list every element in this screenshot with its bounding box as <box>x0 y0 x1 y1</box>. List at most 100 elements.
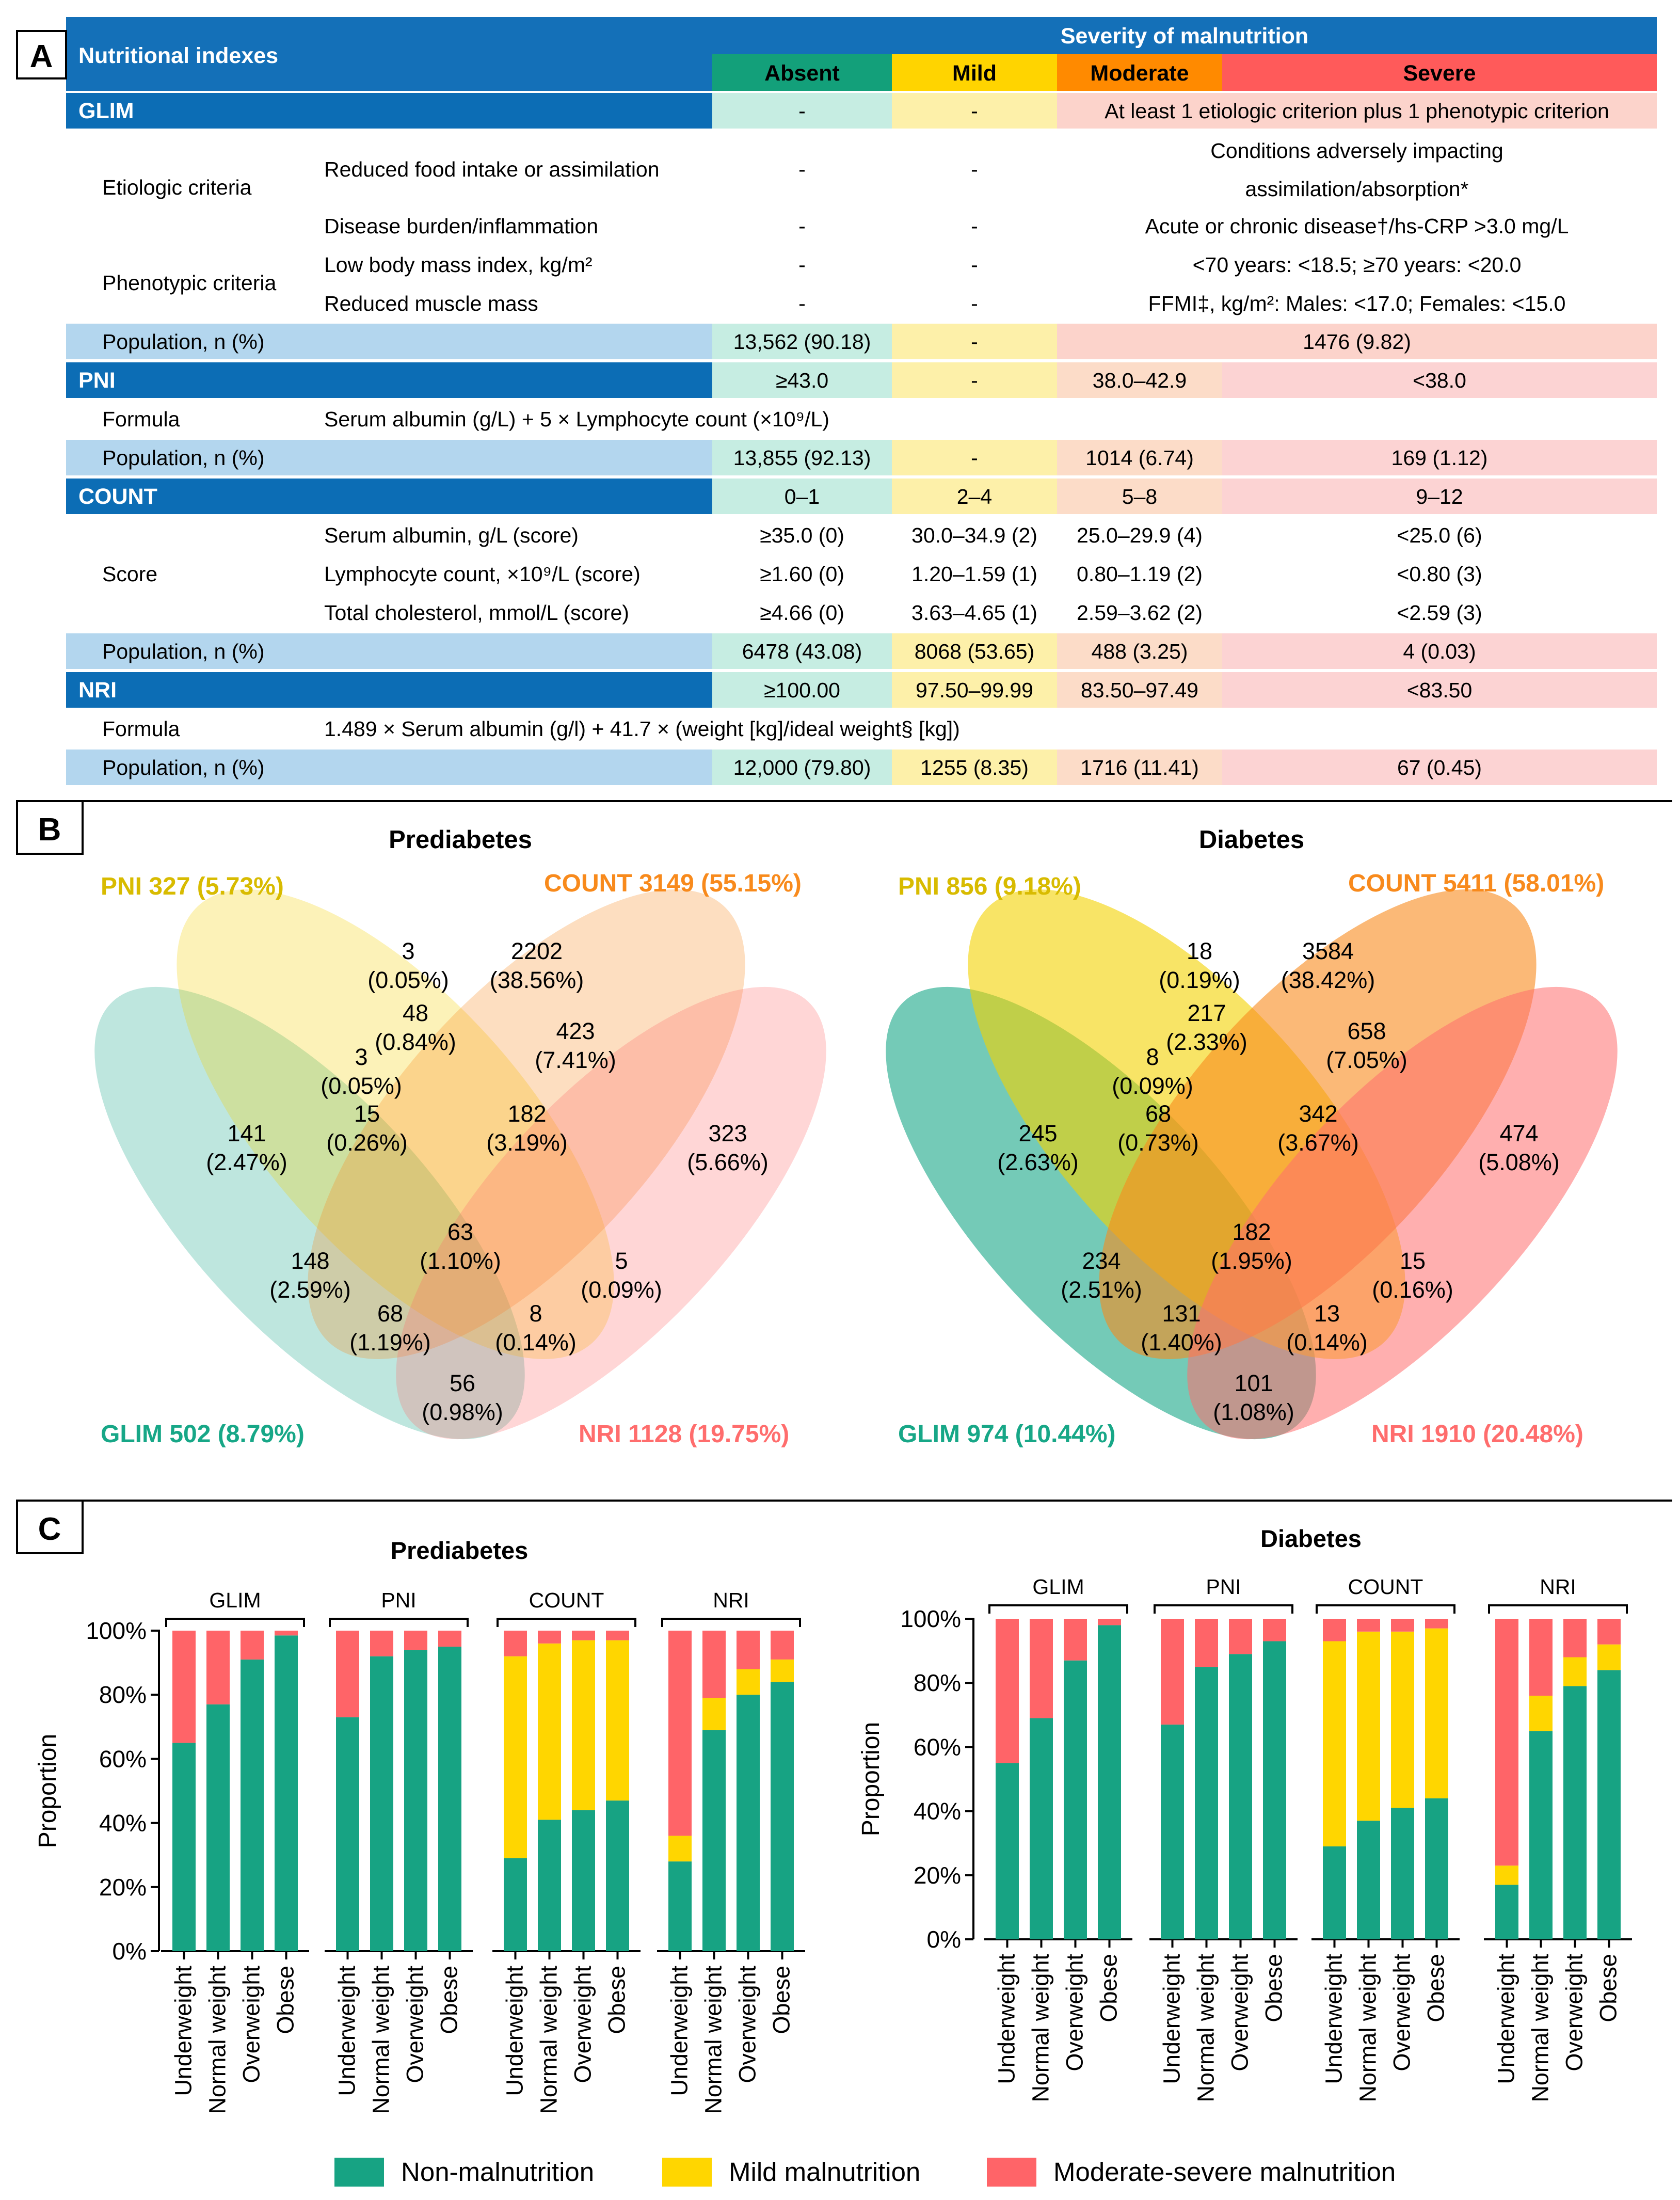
glim-reduced-food-modsev-1: Conditions adversely impacting <box>1210 139 1503 163</box>
x-tick-label: Underweight <box>994 1954 1020 2084</box>
venn-region-label: 101 (1.08%) <box>1213 1370 1294 1425</box>
venn-region-label: 48 (0.84%) <box>375 1000 456 1055</box>
bar-segment <box>668 1631 692 1836</box>
group-label: PNI <box>1206 1575 1241 1599</box>
bar-segment <box>1529 1731 1553 1939</box>
x-tick-label: Obese <box>769 1966 795 2034</box>
bar-segment <box>737 1669 760 1695</box>
pni-pop-severe: 169 (1.12) <box>1391 446 1488 470</box>
group-bracket <box>988 1604 1128 1614</box>
pni-moderate: 38.0–42.9 <box>1093 369 1187 392</box>
count-absent: 0–1 <box>785 485 820 508</box>
count-mild-cell <box>892 479 1057 514</box>
legend-label-non: Non-malnutrition <box>401 2157 594 2187</box>
venn-region-label: 423 (7.41%) <box>535 1018 616 1073</box>
venn-diabetes-glim-label: GLIM 974 (10.44%) <box>898 1421 1116 1448</box>
header-mild: Mild <box>952 61 997 86</box>
bar-segment <box>1357 1619 1380 1632</box>
y-tick-label: 60% <box>914 1733 961 1760</box>
bar-segment <box>996 1619 1019 1763</box>
venn-prediabetes: Prediabetes PNI 327 (5.73%) COUNT 3149 (… <box>94 826 826 1448</box>
venn-prediabetes-count <box>308 889 745 1359</box>
bar-segment <box>606 1631 629 1640</box>
y-tick-label: 0% <box>113 1938 147 1965</box>
header-severe: Severe <box>1403 61 1476 86</box>
count-moderate-cell <box>1057 479 1222 514</box>
venn-diabetes-pni-label: PNI 856 (9.18%) <box>898 873 1081 900</box>
count-lymph-severe: <0.80 (3) <box>1397 562 1482 586</box>
pni-pop-absent: 13,855 (92.13) <box>733 446 871 470</box>
venn-region-label: 68 (1.19%) <box>349 1300 431 1356</box>
panel-c-label: C <box>38 1511 61 1547</box>
count-lymph-moderate: 0.80–1.19 (2) <box>1077 562 1203 586</box>
bar-segment <box>1030 1619 1053 1718</box>
panel-a-label: A <box>30 39 53 74</box>
pni-absent: ≥43.0 <box>776 369 828 392</box>
glim-name: GLIM <box>78 99 134 123</box>
y-tick-label: 20% <box>914 1862 961 1889</box>
bar-segment <box>206 1631 230 1704</box>
x-tick-label: Normal weight <box>1028 1954 1054 2102</box>
nri-pop-moderate-cell <box>1057 750 1222 785</box>
bar-segment <box>1563 1619 1587 1657</box>
x-tick-label: Overweight <box>1561 1954 1588 2071</box>
count-pop-absent: 6478 (43.08) <box>742 640 862 663</box>
count-albumin: Serum albumin, g/L (score) <box>324 523 579 547</box>
count-albumin-severe: <25.0 (6) <box>1397 523 1482 547</box>
bar-segment <box>504 1656 527 1858</box>
glim-pop-mild: - <box>971 330 978 354</box>
glim-absent-cell <box>712 93 892 129</box>
bar-segment <box>241 1631 264 1660</box>
count-chol-mild: 3.63–4.65 (1) <box>911 601 1037 625</box>
glim-bmi-modsev: <70 years: <18.5; ≥70 years: <20.0 <box>1193 253 1522 277</box>
glim-pop-absent: 13,562 (90.18) <box>733 330 871 354</box>
header-nutritional-indexes: Nutritional indexes <box>78 43 278 68</box>
bar-segment <box>1425 1628 1448 1798</box>
legend-label-mild: Mild malnutrition <box>729 2157 920 2187</box>
panel-c-label-box <box>16 1500 84 1554</box>
bar-segment <box>370 1631 393 1656</box>
x-tick-label: Overweight <box>402 1966 428 2083</box>
count-pop-severe: 4 (0.03) <box>1403 640 1476 663</box>
legend-swatch-non <box>334 2158 384 2187</box>
bar-segment <box>1357 1631 1380 1821</box>
venn-region-label: 217 (2.33%) <box>1166 1000 1247 1055</box>
venn-prediabetes-glim-label: GLIM 502 (8.79%) <box>101 1421 305 1448</box>
count-absent-cell <box>712 479 892 514</box>
glim-phenotypic-label: Phenotypic criteria <box>102 271 276 295</box>
pni-pop-mild-cell <box>892 440 1057 475</box>
group-bracket <box>1154 1604 1293 1614</box>
x-tick-label: Overweight <box>1062 1954 1088 2071</box>
y-axis-label: Proportion <box>34 1734 61 1848</box>
bar-segment <box>606 1800 629 1951</box>
nri-absent: ≥100.00 <box>764 678 840 702</box>
count-lymph-absent: ≥1.60 (0) <box>760 562 844 586</box>
glim-index-cell <box>66 93 712 129</box>
group-label: NRI <box>713 1588 749 1612</box>
pni-pop-moderate-cell <box>1057 440 1222 475</box>
bar-segment <box>1357 1821 1380 1939</box>
glim-modsev-cell <box>1057 93 1657 129</box>
chart-prediabetes-title: Prediabetes <box>391 1537 528 1564</box>
bar-segment <box>538 1820 561 1951</box>
legend-swatch-modsev <box>987 2158 1036 2187</box>
x-tick-label: Underweight <box>502 1966 528 2096</box>
glim-pop-absent-cell <box>712 324 892 359</box>
bar-segment <box>1098 1625 1121 1939</box>
group-label: COUNT <box>529 1588 604 1612</box>
x-tick-label: Obese <box>1595 1954 1622 2022</box>
glim-pop-label-cell <box>66 324 712 359</box>
pni-index-cell <box>66 362 712 398</box>
bar-segment <box>606 1640 629 1801</box>
pni-pop-mild: - <box>971 446 978 470</box>
y-tick-label: 80% <box>914 1669 961 1696</box>
pni-pop-severe-cell <box>1222 440 1657 475</box>
venn-prediabetes-title: Prediabetes <box>389 826 532 854</box>
panel-b: B Prediabetes PNI 327 (5.73%) COUNT 3149… <box>16 800 1672 1448</box>
bar-segment <box>1391 1619 1414 1632</box>
venn-prediabetes-pni-label: PNI 327 (5.73%) <box>101 873 284 900</box>
glim-reduced-food-mild: - <box>971 157 978 181</box>
nri-pop-severe-cell <box>1222 750 1657 785</box>
venn-region-label: 474 (5.08%) <box>1478 1120 1560 1175</box>
